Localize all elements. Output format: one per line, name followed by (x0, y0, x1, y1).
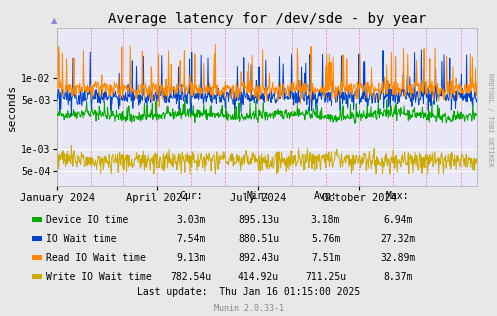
Text: 7.54m: 7.54m (176, 234, 206, 244)
Text: 5.76m: 5.76m (311, 234, 340, 244)
Text: 32.89m: 32.89m (380, 252, 415, 263)
Text: 9.13m: 9.13m (176, 252, 206, 263)
Text: 711.25u: 711.25u (305, 271, 346, 282)
Text: IO Wait time: IO Wait time (46, 234, 116, 244)
Text: ▲: ▲ (51, 16, 58, 25)
Text: 6.94m: 6.94m (383, 215, 413, 225)
Text: 892.43u: 892.43u (238, 252, 279, 263)
Text: 8.37m: 8.37m (383, 271, 413, 282)
Text: 27.32m: 27.32m (380, 234, 415, 244)
Text: 880.51u: 880.51u (238, 234, 279, 244)
Text: 3.03m: 3.03m (176, 215, 206, 225)
Text: 782.54u: 782.54u (171, 271, 212, 282)
Title: Average latency for /dev/sde - by year: Average latency for /dev/sde - by year (108, 12, 426, 26)
Y-axis label: seconds: seconds (6, 84, 17, 131)
Text: 414.92u: 414.92u (238, 271, 279, 282)
Text: Device IO time: Device IO time (46, 215, 128, 225)
Text: 895.13u: 895.13u (238, 215, 279, 225)
Text: Max:: Max: (386, 191, 410, 201)
Text: Write IO Wait time: Write IO Wait time (46, 271, 152, 282)
Text: Read IO Wait time: Read IO Wait time (46, 252, 146, 263)
Text: Cur:: Cur: (179, 191, 203, 201)
Text: Last update:  Thu Jan 16 01:15:00 2025: Last update: Thu Jan 16 01:15:00 2025 (137, 287, 360, 296)
Text: Avg:: Avg: (314, 191, 337, 201)
Text: 7.51m: 7.51m (311, 252, 340, 263)
Text: RRDTOOL / TOBI OETIKER: RRDTOOL / TOBI OETIKER (487, 73, 493, 167)
Text: Munin 2.0.33-1: Munin 2.0.33-1 (214, 304, 283, 313)
Text: 3.18m: 3.18m (311, 215, 340, 225)
Text: Min:: Min: (247, 191, 270, 201)
